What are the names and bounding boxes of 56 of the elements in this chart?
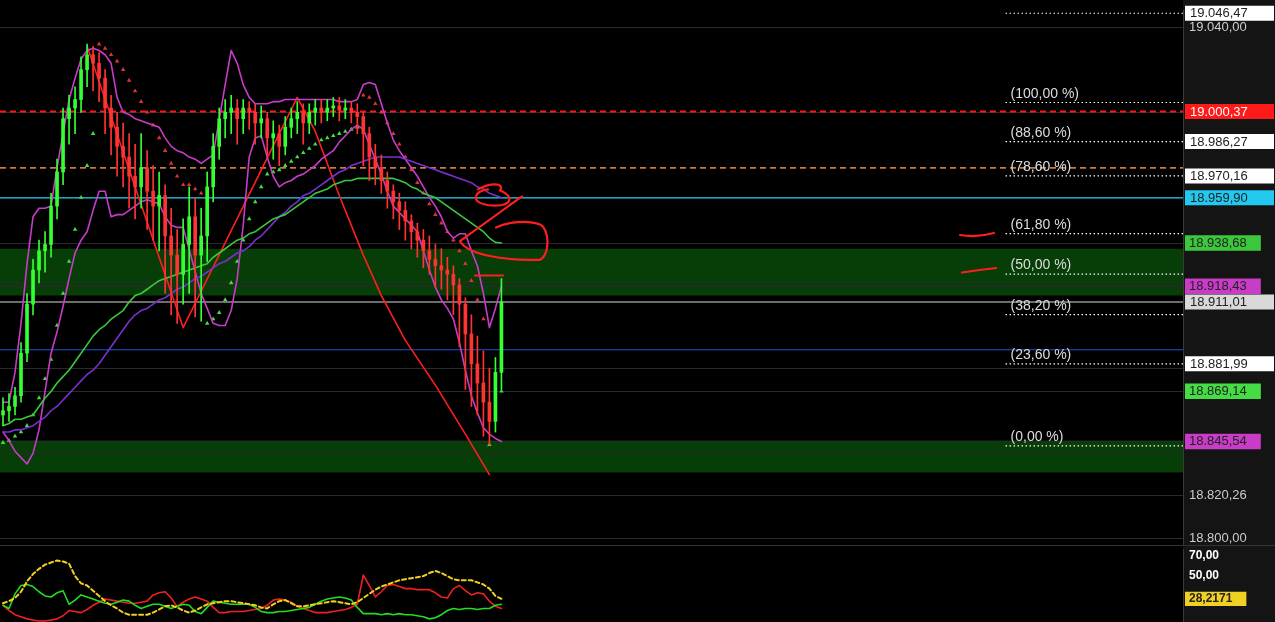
candlestick bbox=[295, 101, 300, 134]
candlestick bbox=[271, 120, 276, 160]
annotation: (100,00 %) bbox=[1010, 84, 1080, 101]
candlestick bbox=[343, 99, 348, 120]
candlestick bbox=[199, 207, 203, 322]
y-tick-label: 19.040,00 bbox=[1189, 18, 1247, 34]
candlestick bbox=[253, 103, 258, 145]
candlestick bbox=[235, 99, 240, 145]
ref-line-label: 18.970,16 bbox=[1190, 167, 1248, 183]
candlestick bbox=[151, 165, 155, 241]
annotation: (61,80 %) bbox=[1010, 215, 1072, 232]
ref-line-label: 18.881,99 bbox=[1190, 355, 1248, 371]
ref-line-label: 18.959,90 bbox=[1190, 189, 1248, 205]
candlestick bbox=[157, 171, 161, 252]
candlestick bbox=[319, 99, 324, 124]
ref-line-label: 19.000,37 bbox=[1190, 103, 1248, 119]
candlestick bbox=[139, 133, 143, 209]
candlestick bbox=[337, 97, 342, 122]
y-tick-label: 18.820,26 bbox=[1189, 487, 1247, 502]
candlestick bbox=[73, 86, 77, 134]
candlestick bbox=[223, 99, 228, 139]
candlestick bbox=[229, 94, 234, 134]
candlestick bbox=[169, 207, 173, 316]
ref-line-label: 18.911,01 bbox=[1190, 294, 1247, 310]
candlestick bbox=[127, 133, 131, 209]
candlestick bbox=[133, 143, 137, 220]
line-series bbox=[2, 559, 503, 616]
annotation: (38,20 %) bbox=[1010, 296, 1072, 313]
candlestick bbox=[67, 94, 71, 145]
candlestick bbox=[313, 99, 318, 126]
candlestick bbox=[91, 45, 95, 92]
y-tick-label: 50,00 bbox=[1189, 568, 1220, 583]
annotation: (23,60 %) bbox=[1010, 345, 1072, 362]
candlestick bbox=[349, 101, 354, 124]
candlestick bbox=[43, 231, 47, 273]
candlestick bbox=[301, 103, 306, 145]
candlestick bbox=[7, 393, 11, 422]
y-tick-label: 18.918,43 bbox=[1189, 277, 1247, 293]
candlestick bbox=[175, 229, 179, 324]
y-tick-label: 18.938,68 bbox=[1189, 234, 1247, 250]
candlestick bbox=[259, 105, 264, 139]
annotation: (50,00 %) bbox=[1010, 256, 1072, 273]
annotation: (78,60 %) bbox=[1010, 157, 1072, 174]
candlestick bbox=[247, 101, 252, 130]
ref-line-label: 19.046,47 bbox=[1190, 5, 1248, 21]
candlestick bbox=[1, 397, 5, 426]
y-tick-label: 18.845,54 bbox=[1189, 433, 1247, 449]
annotation: (0,00 %) bbox=[1010, 427, 1064, 444]
y-tick-label: 18.869,14 bbox=[1189, 382, 1247, 398]
candlestick bbox=[121, 122, 125, 188]
annotation: (88,60 %) bbox=[1010, 123, 1072, 140]
y-tick-label: 70,00 bbox=[1189, 547, 1220, 562]
y-tick-label: 18.800,00 bbox=[1189, 530, 1247, 546]
y-tick-label: 28,2171 bbox=[1189, 591, 1233, 606]
ref-line-label: 18.986,27 bbox=[1190, 133, 1248, 149]
candlestick bbox=[325, 99, 330, 122]
